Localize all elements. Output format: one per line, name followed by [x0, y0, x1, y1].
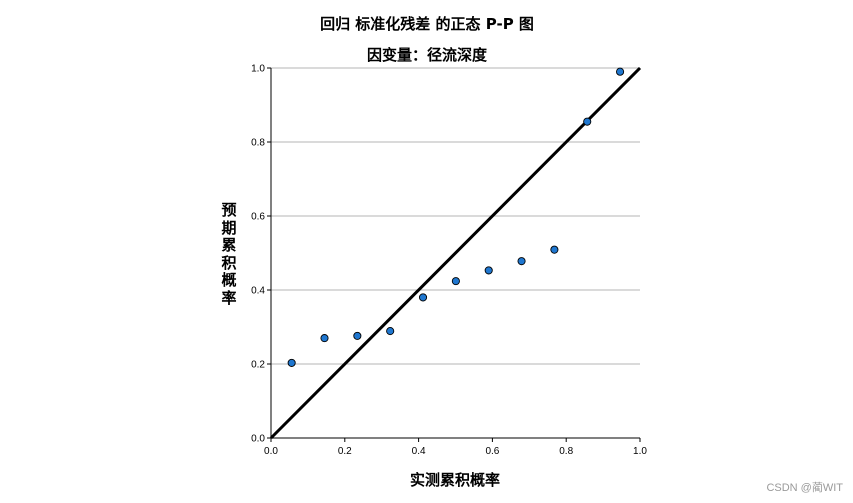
x-tick-label: 1.0: [633, 446, 647, 457]
axes: [267, 67, 641, 442]
gridlines: [271, 67, 640, 365]
reference-line: [269, 66, 642, 440]
x-tick-label: 0.6: [485, 446, 499, 457]
data-point: [287, 358, 296, 367]
y-tick-label: 0.0: [251, 434, 265, 445]
x-axis-title: 实测累积概率: [410, 471, 500, 489]
x-tick-label: 0.8: [559, 446, 573, 457]
y-tick-label: 0.8: [251, 138, 265, 149]
y-tick-label: 1.0: [251, 64, 265, 75]
chart-subtitle: 因变量：径流深度: [367, 46, 488, 64]
y-axis-title: 预期累积概率: [221, 201, 237, 307]
data-point: [386, 327, 395, 336]
data-point: [484, 266, 493, 275]
data-point: [353, 331, 362, 340]
data-points: [287, 67, 625, 367]
chart-title: 回归 标准化残差 的正态 P-P 图: [320, 15, 534, 33]
data-point: [320, 334, 329, 343]
data-point: [550, 245, 559, 254]
data-point: [418, 293, 428, 302]
y-tick-label: 0.2: [251, 360, 265, 371]
data-point: [616, 67, 625, 76]
data-point: [451, 277, 460, 286]
x-tick-label: 0.0: [264, 446, 278, 457]
y-tick-label: 0.6: [251, 212, 265, 223]
data-point: [583, 117, 592, 126]
x-tick-label: 0.2: [338, 446, 352, 457]
data-point: [517, 257, 526, 266]
y-tick-label: 0.4: [251, 286, 265, 297]
watermark: CSDN @蔺WIT: [766, 482, 843, 494]
x-tick-label: 0.4: [412, 446, 426, 457]
tick-labels: 0.0 0.2 0.4 0.6 0.8 1.0 0.0 0.2 0.4 0.6 0.8 1.0: [251, 64, 647, 458]
